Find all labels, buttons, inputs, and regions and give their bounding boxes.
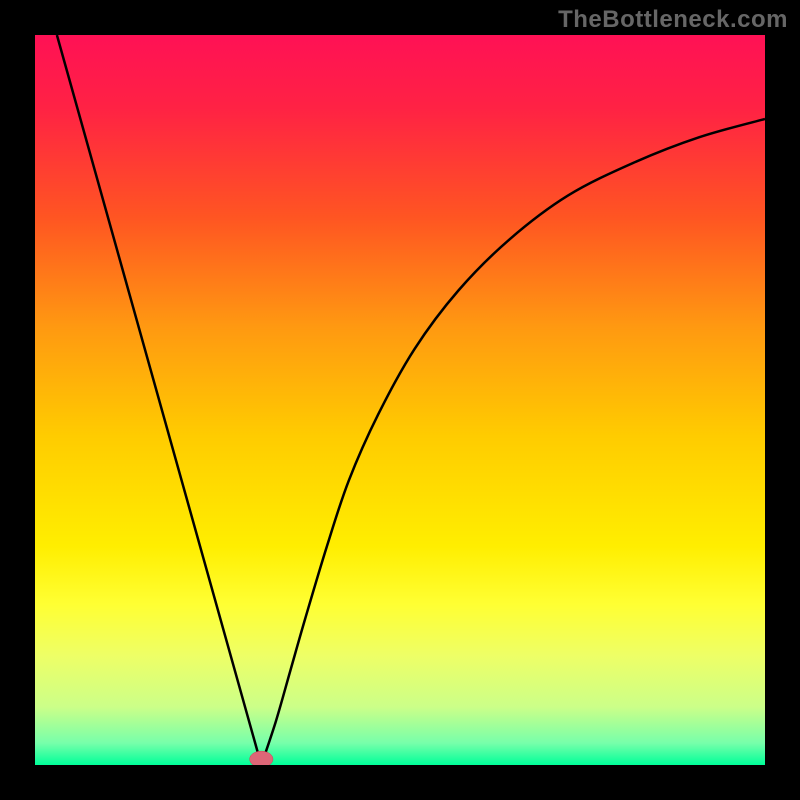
plot-area xyxy=(35,35,765,765)
chart-frame: TheBottleneck.com xyxy=(0,0,800,800)
watermark-text: TheBottleneck.com xyxy=(558,6,788,34)
gradient-background xyxy=(35,35,765,765)
optimum-marker xyxy=(250,751,273,765)
bottleneck-curve-chart xyxy=(35,35,765,765)
